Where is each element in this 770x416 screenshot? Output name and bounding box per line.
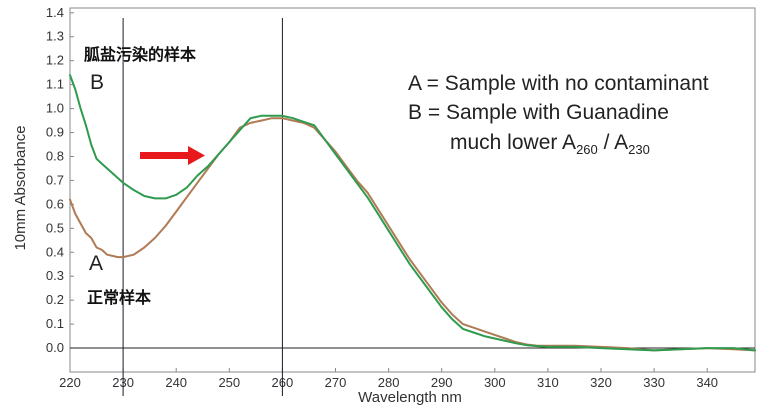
ratio-prefix: much lower A — [450, 131, 576, 154]
arrow-shaft — [140, 152, 190, 159]
x-axis-ticks: 220 230 240 250 260 270 280 290 300 310 320 330 340 — [59, 368, 718, 390]
x-tick-label: 330 — [643, 375, 665, 390]
x-tick-label: 220 — [59, 375, 81, 390]
y-tick-label: 0.8 — [46, 148, 64, 163]
x-tick-label: 290 — [431, 375, 453, 390]
series-b-line — [69, 74, 756, 352]
y-tick-label: 0.7 — [46, 172, 64, 187]
series-b-label: B — [90, 71, 104, 94]
series-lines — [69, 74, 756, 352]
legend-line-a: A = Sample with no contaminant — [408, 72, 709, 95]
y-tick-label: 1.3 — [46, 29, 64, 44]
arrow-head — [188, 146, 205, 165]
y-tick-label: 0.1 — [46, 316, 64, 331]
y-tick-label: 0.5 — [46, 220, 64, 235]
ratio-slash: / A — [598, 131, 628, 154]
x-tick-label: 320 — [590, 375, 612, 390]
x-tick-label: 270 — [325, 375, 347, 390]
y-axis-label: 10mm Absorbance — [12, 125, 29, 250]
y-tick-label: 0.6 — [46, 196, 64, 211]
series-a-label: A — [89, 252, 103, 275]
x-tick-label: 300 — [484, 375, 506, 390]
y-axis-ticks: 0.0 0.1 0.2 0.3 0.4 0.5 0.6 0.7 0.8 0.9 1.0 1.1 1.2 1… — [46, 5, 74, 355]
x-tick-label: 240 — [165, 375, 187, 390]
legend-line-ratio: much lower A260 / A230 — [450, 131, 650, 157]
annotation-arrow — [140, 146, 205, 165]
y-tick-label: 0.0 — [46, 340, 64, 355]
y-tick-label: 0.2 — [46, 292, 64, 307]
legend-line-b: B = Sample with Guanadine — [408, 101, 669, 124]
x-tick-label: 310 — [537, 375, 559, 390]
x-axis-label: Wavelength nm — [358, 389, 462, 406]
ratio-sub-230: 230 — [628, 142, 650, 157]
x-tick-label: 280 — [378, 375, 400, 390]
y-tick-label: 0.3 — [46, 268, 64, 283]
legend: A = Sample with no contaminant B = Sampl… — [408, 72, 709, 157]
y-tick-label: 1.2 — [46, 53, 64, 68]
y-tick-label: 0.9 — [46, 125, 64, 140]
y-tick-label: 1.0 — [46, 101, 64, 116]
x-tick-label: 340 — [696, 375, 718, 390]
y-tick-label: 1.1 — [46, 77, 64, 92]
x-tick-label: 250 — [218, 375, 240, 390]
reference-lines — [70, 18, 755, 396]
ratio-sub-260: 260 — [576, 142, 598, 157]
contaminated-sample-label: 胍盐污染的样本 — [84, 45, 196, 64]
y-tick-label: 0.4 — [46, 244, 64, 259]
y-tick-label: 1.4 — [46, 5, 64, 20]
normal-sample-label: 正常样本 — [87, 288, 151, 307]
